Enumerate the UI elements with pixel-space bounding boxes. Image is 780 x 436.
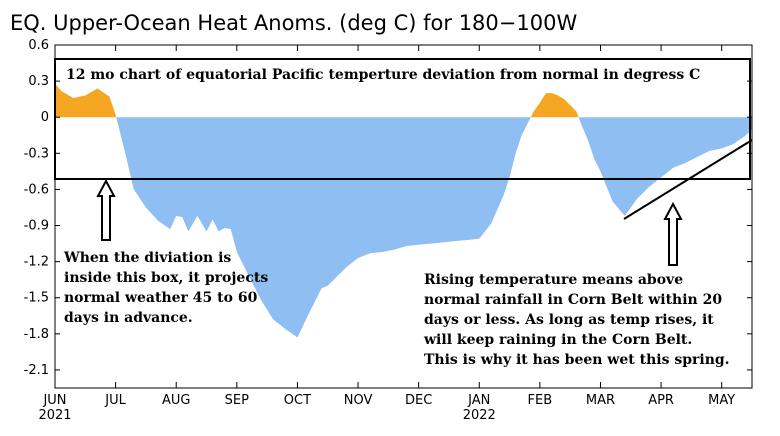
positive-anomaly-area [530,93,579,118]
y-tick-label: -0.3 [24,146,49,161]
left-note-line: days in advance. [64,310,193,326]
right-note-line: days or less. As long as temp rises, it [424,312,714,328]
x-tick-label: NOV [344,393,373,408]
x-tick-label: DEC [405,393,432,408]
right-note-line: normal rainfall in Corn Belt within 20 [424,292,722,308]
x-tick-label: APR [648,393,674,408]
y-tick-label: -2.1 [24,363,49,378]
negative-anomaly-area [578,117,752,216]
box-caption: 12 mo chart of equatorial Pacific temper… [66,67,700,83]
y-tick-label: -1.8 [24,327,49,342]
x-tick-label: JUN [42,393,66,408]
left-note-line: When the diviation is [63,250,231,266]
positive-anomaly-area [55,83,117,118]
chart-title: EQ. Upper-Ocean Heat Anoms. (deg C) for … [10,11,577,35]
y-tick-label: -1.2 [24,255,49,270]
right-note-line: Rising temperature means above [424,272,683,288]
rising-trend-line [623,139,753,220]
y-tick-label: 0.6 [28,38,49,53]
x-tick-label: SEP [225,393,249,408]
plot-area: 0.6 0.3 0 -0.3 -0.6 -0.9 -1.2 -1.5 -1.8 -2.1 JUN JU… [24,38,753,423]
up-arrow-right [663,201,683,266]
negative-anomaly-area [116,117,531,338]
annotation-overlay: 12 mo chart of equatorial Pacific temper… [54,58,753,368]
year-label: 2021 [38,408,71,423]
x-tick-label: MAR [586,393,615,408]
up-arrow-left [96,178,116,241]
year-label: 2022 [463,408,496,423]
left-note-line: normal weather 45 to 60 [64,290,258,306]
y-tick-label: -0.9 [24,219,49,234]
x-tick-label: FEB [528,393,553,408]
y-tick-label: -0.6 [24,182,49,197]
y-tick-label: 0.3 [28,74,49,89]
left-note-line: inside this box, it projects [64,270,268,286]
x-tick-label: AUG [162,393,190,408]
right-note-line: This is why it has been wet this spring. [424,352,730,368]
x-tick-label: JUL [104,393,126,408]
y-tick-label: 0 [41,110,49,125]
x-tick-label: OCT [284,393,311,408]
plot-frame [54,44,753,389]
y-tick-label: -1.5 [24,291,49,306]
x-tick-label: MAY [708,393,735,408]
x-tick-label: JAN [467,393,490,408]
right-note-line: will keep raining in the Corn Belt. [423,332,692,348]
normal-range-box [54,58,751,180]
